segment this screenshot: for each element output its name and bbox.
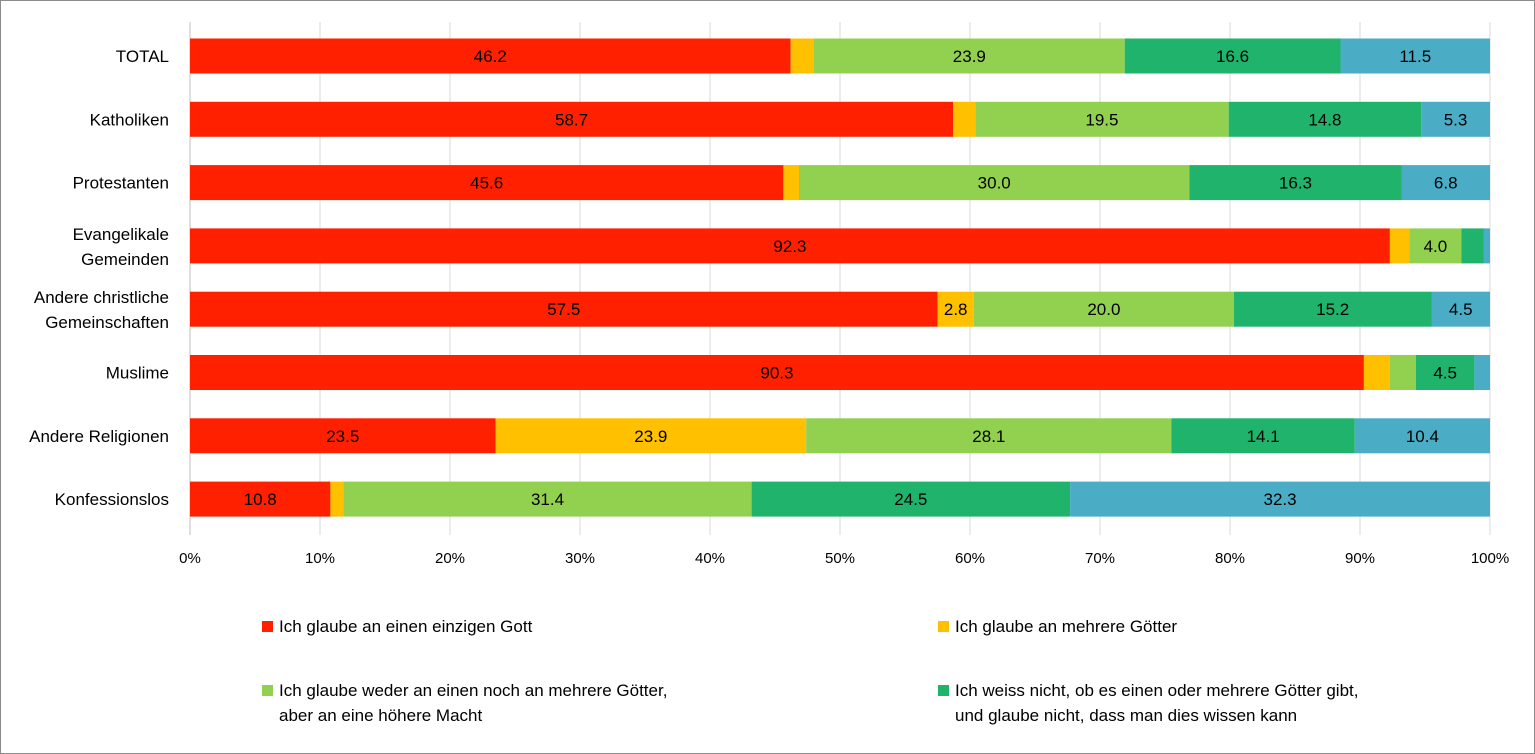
bar-segment — [1461, 228, 1484, 264]
category-label: Evangelikale Gemeinden — [73, 225, 169, 269]
bar-segment — [814, 38, 1125, 74]
bar-segment — [190, 418, 496, 454]
bar-segment — [937, 291, 974, 327]
x-tick-label: 60% — [955, 550, 985, 567]
data-label: 19.5 — [1085, 110, 1118, 129]
data-label: 24.5 — [894, 490, 927, 509]
data-label: 4.5 — [1449, 300, 1473, 319]
category-label: Katholiken — [90, 110, 169, 129]
category-label: TOTAL — [116, 47, 169, 66]
bar-segment — [953, 101, 976, 137]
legend-swatch — [262, 621, 273, 632]
category-label: Protestanten — [73, 174, 169, 193]
data-label: 32.3 — [1264, 490, 1297, 509]
data-label: 14.1 — [1247, 427, 1280, 446]
data-label: 57.5 — [547, 300, 580, 319]
bar-segment — [190, 355, 1364, 390]
data-label: 46.2 — [474, 47, 507, 66]
bar-segment — [1363, 355, 1390, 390]
data-label: 4.0 — [1424, 237, 1448, 256]
data-label: 14.8 — [1308, 110, 1341, 129]
bar-segment — [1171, 418, 1355, 454]
bar-segment — [1401, 165, 1490, 201]
bar-segment — [799, 165, 1190, 201]
bar-segment — [330, 481, 344, 517]
data-label: 23.5 — [326, 427, 359, 446]
bar-segment — [1389, 355, 1416, 390]
data-label: 6.8 — [1434, 174, 1458, 193]
bar-segment — [1431, 291, 1490, 327]
data-label: 16.3 — [1279, 174, 1312, 193]
bar-segment — [1124, 38, 1341, 74]
bar-segment — [190, 291, 938, 327]
x-tick-label: 30% — [565, 550, 595, 567]
bar-segment — [1474, 355, 1490, 390]
x-tick-label: 20% — [435, 550, 465, 567]
data-label: 15.2 — [1316, 300, 1349, 319]
data-label: 92.3 — [773, 237, 806, 256]
bar-segment — [190, 228, 1390, 264]
x-tick-label: 80% — [1215, 550, 1245, 567]
x-tick-label: 40% — [695, 550, 725, 567]
bar-segment — [806, 418, 1172, 454]
data-label: 10.4 — [1406, 427, 1439, 446]
bar-segment — [1189, 165, 1402, 201]
legend-swatch — [938, 685, 949, 696]
data-label: 30.0 — [978, 174, 1011, 193]
legend-entry: Ich glaube an einen einzigen Gott — [279, 617, 533, 636]
bar-segment — [1354, 418, 1490, 454]
bar-segment — [190, 38, 791, 74]
category-label: Konfessionslos — [55, 490, 169, 509]
x-tick-label: 100% — [1471, 550, 1509, 567]
data-label: 16.6 — [1216, 47, 1249, 66]
data-label: 4.5 — [1433, 364, 1457, 383]
bar-segment — [1389, 228, 1410, 264]
bar-segment — [790, 38, 814, 74]
legend-entry: Ich glaube an mehrere Götter — [955, 617, 1177, 636]
data-label: 23.9 — [634, 427, 667, 446]
bar-segment — [190, 101, 954, 137]
bar-segment — [1070, 481, 1490, 517]
category-label: Andere christliche Gemeinschaften — [34, 288, 169, 332]
data-label: 58.7 — [555, 110, 588, 129]
x-tick-label: 90% — [1345, 550, 1375, 567]
x-tick-label: 50% — [825, 550, 855, 567]
x-tick-label: 10% — [305, 550, 335, 567]
bar-segment — [190, 165, 784, 201]
bar-segment — [1340, 38, 1490, 74]
legend-swatch — [938, 621, 949, 632]
bar-segment — [975, 101, 1229, 137]
data-label: 45.6 — [470, 174, 503, 193]
data-label: 90.3 — [760, 364, 793, 383]
bar-segment — [1483, 228, 1490, 264]
x-tick-label: 70% — [1085, 550, 1115, 567]
data-label: 28.1 — [972, 427, 1005, 446]
legend-entry: Ich glaube weder an einen noch an mehrer… — [279, 681, 667, 725]
legend-entry: Ich weiss nicht, ob es einen oder mehrer… — [955, 681, 1358, 725]
data-label: 10.8 — [244, 490, 277, 509]
bar-segment — [190, 481, 331, 517]
bar-segment — [1233, 291, 1432, 327]
bar-segment — [1228, 101, 1422, 137]
data-label: 23.9 — [953, 47, 986, 66]
data-label: 20.0 — [1087, 300, 1120, 319]
bar-segment — [343, 481, 752, 517]
bar-segment — [1409, 228, 1462, 264]
data-label: 5.3 — [1444, 110, 1468, 129]
bar-segment — [783, 165, 800, 201]
data-label: 31.4 — [531, 490, 564, 509]
category-label: Andere Religionen — [29, 427, 169, 446]
bar-segment — [1415, 355, 1475, 390]
legend-swatch — [262, 685, 273, 696]
x-tick-label: 0% — [179, 550, 201, 567]
bar-segment — [973, 291, 1234, 327]
data-label: 2.8 — [944, 300, 968, 319]
bar-segment — [495, 418, 807, 454]
category-label: Muslime — [106, 364, 169, 383]
bar-segment — [751, 481, 1071, 517]
data-label: 11.5 — [1399, 47, 1431, 66]
bar-segment — [1421, 101, 1490, 137]
